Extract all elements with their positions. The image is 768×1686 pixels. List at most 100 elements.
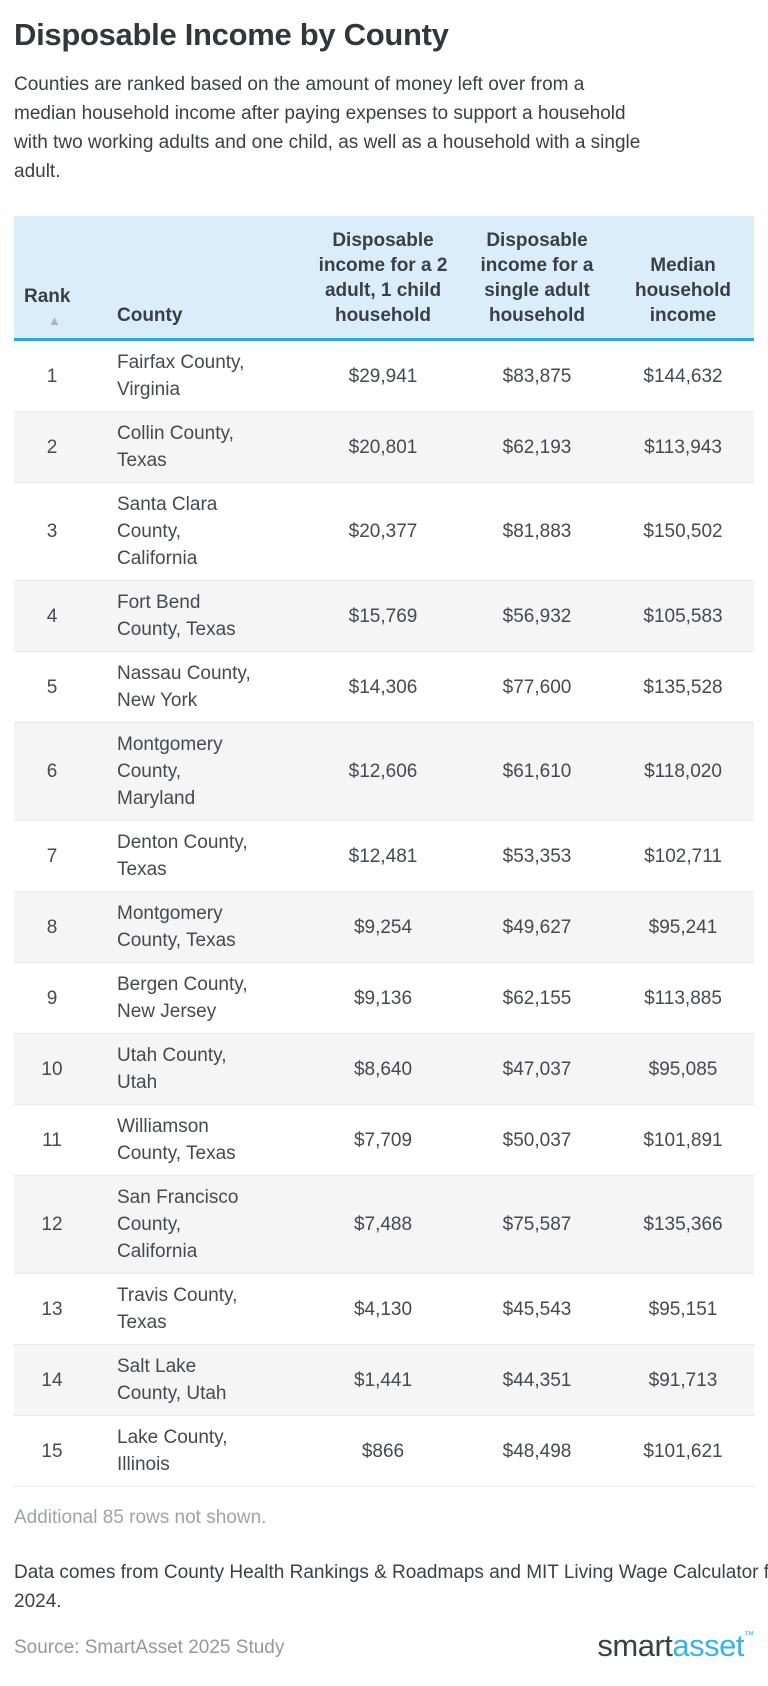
subtitle-line: median household income after paying exp… bbox=[14, 103, 626, 124]
disposable-2adult-1child-cell: $8,640 bbox=[353, 1058, 413, 1080]
rank-cell: 6 bbox=[46, 761, 58, 782]
rank-cell: 1 bbox=[46, 365, 58, 387]
income-table: Rank ▲ County Disposable income for a 2 … bbox=[14, 216, 754, 1487]
subtitle-line: with two working adults and one child, a… bbox=[14, 132, 641, 153]
disposable-single-adult-cell: $62,193 bbox=[502, 436, 572, 458]
additional-rows-note: Additional 85 rows not shown. bbox=[14, 1507, 267, 1528]
column-header-disposable-2adult-1child[interactable]: Disposable income for a 2 adult, 1 child… bbox=[304, 216, 462, 341]
disposable-single-adult-cell: $61,610 bbox=[502, 761, 572, 782]
disposable-single-adult-cell: $48,498 bbox=[502, 1440, 572, 1462]
rank-cell: 3 bbox=[46, 521, 58, 542]
rank-cell: 15 bbox=[41, 1440, 63, 1462]
rank-cell: 8 bbox=[46, 916, 58, 938]
disposable-single-adult-cell: $53,353 bbox=[502, 845, 572, 867]
data-source-note-line: 2024. bbox=[14, 1591, 62, 1612]
rank-cell: 11 bbox=[42, 1129, 62, 1151]
county-cell: Salt Lake County, Utah bbox=[117, 1356, 227, 1404]
disposable-single-adult-cell: $62,155 bbox=[502, 987, 572, 1009]
rank-cell: 4 bbox=[46, 605, 58, 627]
table-row: 13 Travis County, Texas $4,130 $45,543 $… bbox=[14, 1273, 754, 1345]
table-row: 10 Utah County, Utah $8,640 $47,037 $95,… bbox=[14, 1033, 754, 1105]
rank-cell: 2 bbox=[46, 436, 58, 458]
column-header-rank[interactable]: Rank ▲ bbox=[14, 216, 90, 341]
disposable-2adult-1child-cell: $20,801 bbox=[348, 436, 418, 458]
disposable-2adult-1child-cell: $866 bbox=[361, 1440, 405, 1462]
smartasset-logo: smartasset™ bbox=[597, 1620, 754, 1662]
rank-cell: 13 bbox=[41, 1298, 63, 1320]
median-income-cell: $91,713 bbox=[648, 1369, 718, 1391]
median-income-cell: $144,632 bbox=[643, 365, 723, 387]
data-source-note: Data comes from County Health Rankings &… bbox=[14, 1558, 768, 1616]
disposable-2adult-1child-cell: $7,709 bbox=[353, 1129, 413, 1151]
column-header-median-income[interactable]: Median household income bbox=[612, 216, 754, 341]
median-income-cell: $101,621 bbox=[643, 1440, 723, 1462]
page-subtitle: Counties are ranked based on the amount … bbox=[14, 70, 754, 186]
sort-ascending-icon: ▲ bbox=[48, 313, 61, 328]
median-income-cell: $102,711 bbox=[644, 845, 722, 867]
county-cell: San Francisco County, California bbox=[117, 1187, 239, 1262]
table-row: 3 Santa Clara County, California $20,377… bbox=[14, 482, 754, 581]
rank-cell: 10 bbox=[41, 1058, 63, 1080]
disposable-2adult-1child-cell: $29,941 bbox=[348, 365, 418, 387]
rank-cell: 12 bbox=[41, 1214, 63, 1235]
disposable-single-adult-cell: $75,587 bbox=[502, 1214, 572, 1235]
median-income-cell: $95,241 bbox=[648, 916, 718, 938]
column-header-county[interactable]: County bbox=[90, 216, 304, 341]
page-title: Disposable Income by County bbox=[14, 17, 449, 52]
column-header-disposable-single-adult[interactable]: Disposable income for a single adult hou… bbox=[462, 216, 612, 341]
median-income-cell: $135,528 bbox=[643, 676, 723, 698]
disposable-2adult-1child-cell: $9,254 bbox=[353, 916, 413, 938]
disposable-single-adult-cell: $81,883 bbox=[502, 521, 572, 542]
table-row: 1 Fairfax County, Virginia $29,941 $83,8… bbox=[14, 340, 754, 412]
rank-cell: 14 bbox=[41, 1369, 63, 1391]
county-cell: Collin County, Texas bbox=[117, 423, 234, 471]
county-cell: Santa Clara County, California bbox=[117, 494, 218, 569]
table-row: 11 Williamson County, Texas $7,709 $50,0… bbox=[14, 1104, 754, 1176]
disposable-single-adult-cell: $45,543 bbox=[502, 1298, 572, 1320]
disposable-2adult-1child-cell: $4,130 bbox=[353, 1298, 413, 1320]
disposable-2adult-1child-cell: $15,769 bbox=[348, 605, 418, 627]
disposable-2adult-1child-cell: $12,606 bbox=[348, 761, 418, 782]
disposable-single-adult-cell: $83,875 bbox=[502, 365, 572, 387]
median-income-cell: $95,085 bbox=[648, 1058, 718, 1080]
county-cell: Montgomery County, Maryland bbox=[117, 734, 223, 809]
table-row: 12 San Francisco County, California $7,4… bbox=[14, 1175, 754, 1274]
county-cell: Utah County, Utah bbox=[117, 1045, 227, 1093]
county-cell: Lake County, Illinois bbox=[117, 1427, 228, 1475]
table-row: 14 Salt Lake County, Utah $1,441 $44,351… bbox=[14, 1344, 754, 1416]
county-cell: Travis County, Texas bbox=[117, 1285, 238, 1333]
county-cell: Denton County, Texas bbox=[117, 832, 248, 880]
rank-cell: 9 bbox=[46, 987, 58, 1009]
county-cell: Williamson County, Texas bbox=[117, 1116, 236, 1164]
table-row: 4 Fort Bend County, Texas $15,769 $56,93… bbox=[14, 580, 754, 652]
rank-cell: 7 bbox=[46, 845, 58, 867]
disposable-2adult-1child-cell: $1,441 bbox=[353, 1369, 413, 1391]
median-income-cell: $135,366 bbox=[643, 1214, 723, 1235]
subtitle-line: adult. bbox=[14, 161, 61, 182]
median-income-cell: $150,502 bbox=[643, 521, 723, 542]
data-source-note-line: Data comes from County Health Rankings &… bbox=[14, 1562, 768, 1583]
table-row: 2 Collin County, Texas $20,801 $62,193 $… bbox=[14, 411, 754, 483]
median-income-cell: $105,583 bbox=[643, 605, 723, 627]
median-income-cell: $118,020 bbox=[644, 761, 722, 782]
disposable-2adult-1child-cell: $7,488 bbox=[353, 1214, 413, 1235]
median-income-cell: $113,943 bbox=[644, 436, 722, 458]
table-row: 8 Montgomery County, Texas $9,254 $49,62… bbox=[14, 891, 754, 963]
county-cell: Bergen County, New Jersey bbox=[117, 974, 248, 1022]
table-row: 7 Denton County, Texas $12,481 $53,353 $… bbox=[14, 820, 754, 892]
disposable-single-adult-cell: $56,932 bbox=[502, 605, 572, 627]
table-row: 5 Nassau County, New York $14,306 $77,60… bbox=[14, 651, 754, 723]
smartasset-logo-asset: asset bbox=[672, 1628, 744, 1663]
disposable-2adult-1child-cell: $9,136 bbox=[353, 987, 413, 1009]
disposable-single-adult-cell: $47,037 bbox=[502, 1058, 572, 1080]
county-cell: Fairfax County, Virginia bbox=[117, 352, 245, 400]
county-cell: Montgomery County, Texas bbox=[117, 903, 236, 951]
disposable-single-adult-cell: $50,037 bbox=[502, 1129, 572, 1151]
table-header: Rank ▲ County Disposable income for a 2 … bbox=[14, 216, 754, 341]
trademark-symbol: ™ bbox=[744, 1630, 754, 1641]
table-row: 15 Lake County, Illinois $866 $48,498 $1… bbox=[14, 1415, 754, 1487]
disposable-2adult-1child-cell: $20,377 bbox=[348, 521, 418, 542]
disposable-single-adult-cell: $49,627 bbox=[502, 916, 572, 938]
median-income-cell: $101,891 bbox=[643, 1129, 723, 1151]
